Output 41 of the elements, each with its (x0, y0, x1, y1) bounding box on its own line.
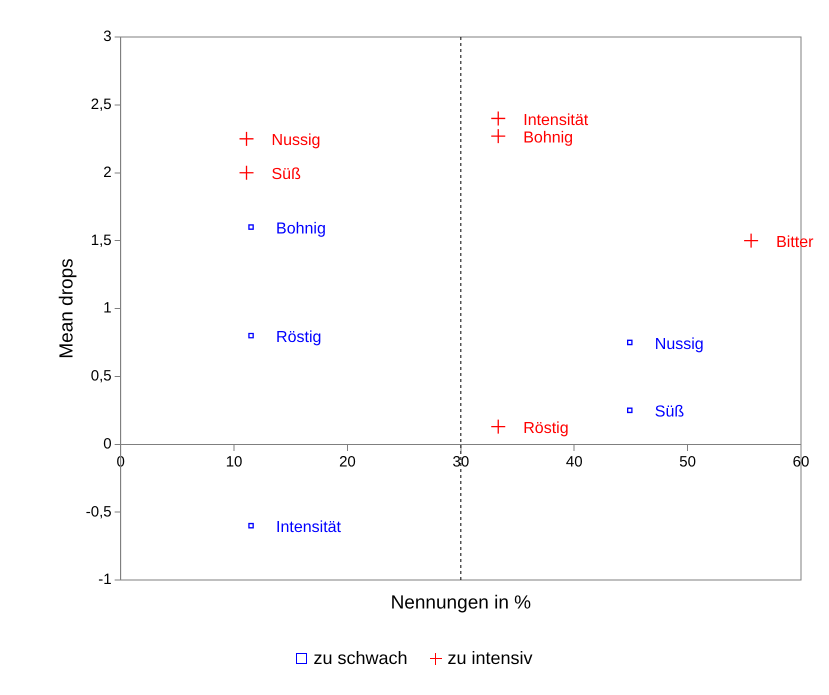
annotation: Bitter (776, 234, 814, 252)
x-tick-label: 20 (339, 453, 356, 470)
annotation: Süß (654, 404, 684, 421)
y-tick-label: 1,5 (90, 232, 112, 249)
y-tick-label: 0 (103, 435, 112, 452)
annotation: Intensität (276, 519, 342, 536)
annotation: Intensität (523, 112, 589, 129)
annotation: Röstig (276, 329, 322, 346)
point (490, 418, 506, 434)
x-axis-title: Nennungen in % (390, 592, 532, 614)
annotation: Süß (272, 166, 302, 184)
y-tick-label: 3 (103, 28, 112, 46)
y-tick-label: -1 (98, 571, 112, 588)
y-tick-label: -0,5 (86, 503, 112, 520)
y-tick-label: 1 (103, 300, 112, 317)
point (490, 110, 506, 126)
x-tick-label: 40 (566, 453, 583, 470)
y-tick-label: 0,5 (90, 368, 112, 385)
point (248, 332, 254, 338)
annotation: Nussig (272, 132, 320, 150)
legend-label: zu intensiv (448, 648, 533, 669)
point (627, 340, 633, 346)
x-tick-label: 60 (792, 453, 810, 470)
x-tick-label: 10 (226, 453, 242, 470)
annotation: Nussig (654, 336, 704, 353)
x-tick-label: 50 (679, 453, 696, 470)
annotation: Bohnig (276, 220, 326, 238)
x-tick-label: 30 (452, 453, 470, 470)
point (490, 128, 506, 144)
annotation: Bohnig (523, 130, 574, 147)
point (238, 131, 254, 146)
point (248, 224, 254, 230)
point (238, 165, 254, 180)
point (248, 522, 254, 528)
y-tick-label: 2,5 (90, 96, 112, 114)
point (627, 408, 633, 414)
y-axis-title: Mean drops (56, 258, 78, 359)
legend-label: zu schwach (313, 648, 408, 669)
point (743, 232, 759, 248)
y-tick-label: 2 (103, 164, 112, 181)
annotation: Röstig (523, 420, 569, 438)
